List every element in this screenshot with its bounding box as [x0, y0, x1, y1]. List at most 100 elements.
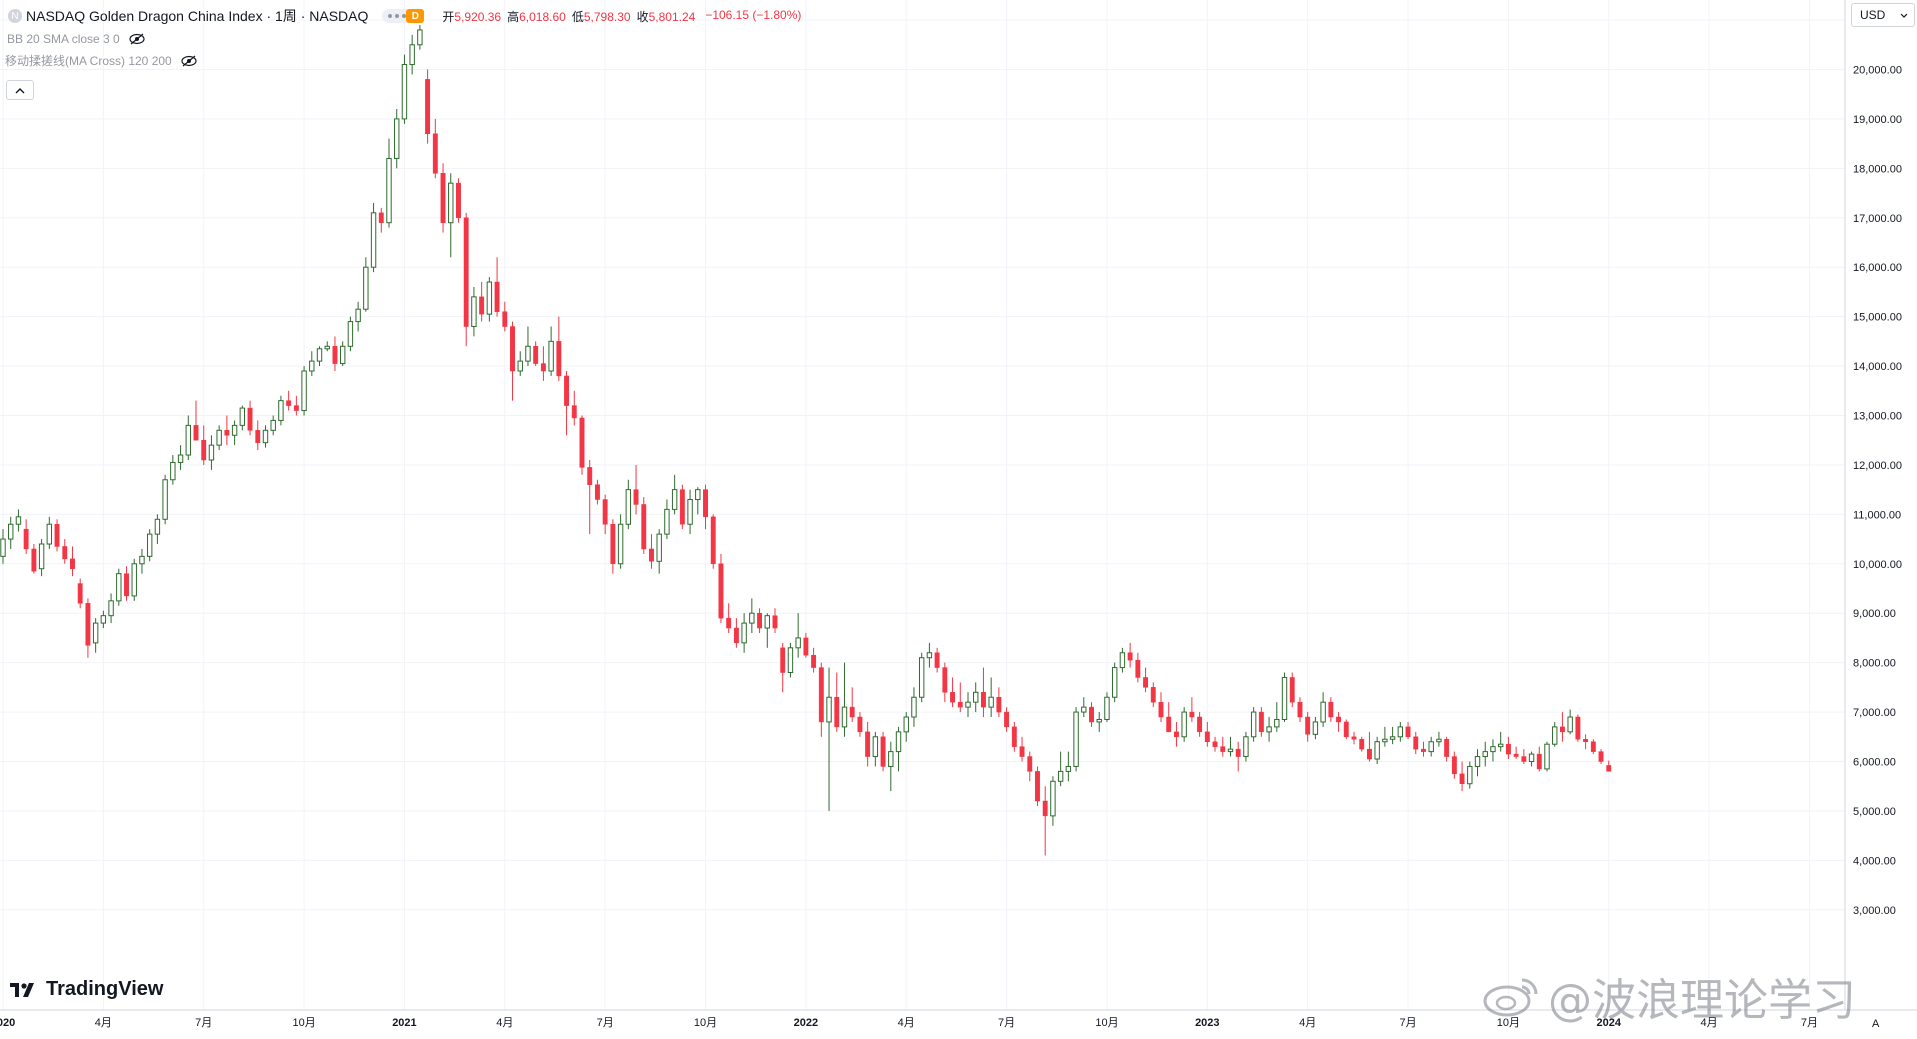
candle-up[interactable] [177, 445, 184, 470]
candle-down[interactable] [255, 420, 261, 451]
candle-down[interactable] [1289, 672, 1295, 708]
candle-up[interactable] [1274, 702, 1280, 732]
candle-up[interactable] [1528, 751, 1535, 767]
candle-up[interactable] [749, 598, 755, 633]
candle-up[interactable] [355, 301, 361, 332]
candle-up[interactable] [394, 109, 400, 169]
candle-down[interactable] [934, 647, 940, 673]
candle-up[interactable] [965, 692, 971, 718]
candle-down[interactable] [772, 608, 778, 633]
candle-up[interactable] [1050, 776, 1056, 826]
candle-down[interactable] [1575, 714, 1581, 742]
candle-up[interactable] [170, 455, 176, 485]
candle-down[interactable] [1513, 746, 1519, 760]
price-scale[interactable]: 22,000.0021,000.0020,000.0019,000.0018,0… [1853, 0, 1902, 917]
candle-up[interactable] [309, 351, 315, 376]
candle-up[interactable] [486, 277, 493, 322]
candle-down[interactable] [1173, 721, 1179, 747]
candle-up[interactable] [548, 326, 554, 376]
candle-down[interactable] [718, 553, 724, 624]
candle-up[interactable] [1073, 707, 1079, 772]
candle-up[interactable] [0, 529, 6, 564]
candle-down[interactable] [54, 519, 60, 552]
candle-down[interactable] [757, 608, 763, 633]
candle-down[interactable] [332, 336, 338, 372]
candle-down[interactable] [540, 346, 546, 381]
symbol-title[interactable]: NASDAQ Golden Dragon China Index · 1周 · … [26, 8, 369, 24]
candle-up[interactable] [888, 741, 894, 792]
candle-down[interactable] [502, 301, 508, 332]
candle-down[interactable] [942, 662, 948, 703]
candle-up[interactable] [1227, 736, 1234, 757]
candle-down[interactable] [1366, 731, 1372, 762]
candle-down[interactable] [1011, 721, 1017, 752]
candle-up[interactable] [656, 529, 662, 574]
candle-up[interactable] [8, 516, 14, 549]
candle-down[interactable] [633, 464, 639, 515]
candle-down[interactable] [1351, 731, 1357, 745]
candle-down[interactable] [286, 390, 292, 411]
candle-up[interactable] [1281, 672, 1288, 722]
candle-down[interactable] [1421, 741, 1426, 757]
candle-up[interactable] [1567, 709, 1573, 735]
candle-down[interactable] [1150, 682, 1156, 708]
candle-down[interactable] [803, 632, 809, 658]
candle-up[interactable] [216, 425, 222, 451]
candle-up[interactable] [1544, 741, 1550, 772]
candle-down[interactable] [865, 721, 871, 767]
candle-down[interactable] [293, 395, 299, 416]
currency-selector[interactable]: USD [1851, 3, 1915, 27]
candle-down[interactable] [1089, 702, 1094, 727]
candle-up[interactable] [208, 435, 215, 470]
candle-up[interactable] [973, 682, 979, 713]
candle-up[interactable] [154, 514, 161, 545]
candle-down[interactable] [533, 341, 539, 367]
candle-down[interactable] [1328, 697, 1334, 722]
candle-down[interactable] [957, 682, 963, 713]
candle-down[interactable] [1143, 667, 1149, 693]
candle-up[interactable] [1104, 692, 1110, 722]
candle-down[interactable] [494, 257, 500, 317]
candle-up[interactable] [1057, 751, 1064, 787]
candle-up[interactable] [162, 474, 168, 525]
candle-down[interactable] [1451, 751, 1457, 779]
candle-up[interactable] [1266, 717, 1272, 742]
candle-down[interactable] [1413, 731, 1419, 755]
candle-down[interactable] [193, 400, 199, 441]
candle-up[interactable] [1374, 736, 1380, 764]
candle-up[interactable] [15, 509, 22, 532]
candle-up[interactable] [841, 662, 848, 737]
indicator-ma-cross[interactable]: 移动揉搓线(MA Cross) 120 200 [5, 52, 197, 69]
candle-up[interactable] [741, 613, 747, 653]
candle-down[interactable] [463, 212, 469, 347]
candle-up[interactable] [46, 516, 53, 549]
candle-up[interactable] [525, 326, 531, 367]
candle-down[interactable] [564, 371, 570, 436]
candle-down[interactable] [703, 484, 708, 530]
candle-down[interactable] [1359, 736, 1365, 752]
candle-up[interactable] [116, 568, 122, 606]
candle-down[interactable] [201, 425, 207, 465]
eye-crossed-icon[interactable] [181, 55, 197, 67]
candle-up[interactable] [795, 613, 801, 658]
candle-up[interactable] [386, 138, 392, 228]
candle-down[interactable] [1444, 736, 1450, 762]
candle-up[interactable] [625, 479, 632, 530]
candle-down[interactable] [1505, 736, 1511, 760]
candle-up[interactable] [347, 316, 354, 352]
candle-up[interactable] [1181, 707, 1187, 742]
candle-down[interactable] [649, 534, 654, 569]
candle-up[interactable] [339, 341, 346, 367]
candle-down[interactable] [247, 400, 253, 436]
candle-down[interactable] [1598, 749, 1604, 764]
candle-up[interactable] [262, 425, 269, 448]
candle-down[interactable] [479, 282, 485, 322]
more-options-icon[interactable] [382, 9, 413, 23]
candle-down[interactable] [726, 603, 732, 633]
candle-down[interactable] [857, 712, 863, 737]
candle-up[interactable] [185, 415, 191, 460]
candle-down[interactable] [510, 321, 515, 401]
candle-down[interactable] [378, 207, 384, 233]
candle-up[interactable] [278, 395, 284, 426]
